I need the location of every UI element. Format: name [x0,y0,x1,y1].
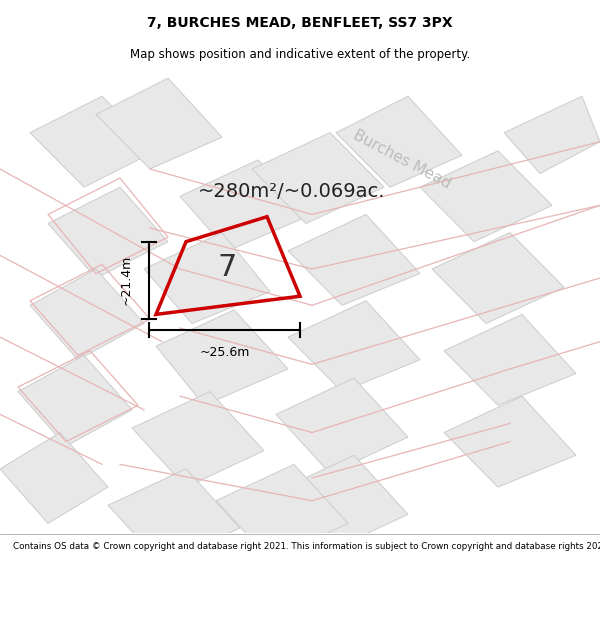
Polygon shape [132,392,264,487]
Polygon shape [180,160,312,251]
Polygon shape [0,432,108,523]
Text: 7: 7 [218,253,237,282]
Text: Contains OS data © Crown copyright and database right 2021. This information is : Contains OS data © Crown copyright and d… [13,542,600,551]
Polygon shape [444,396,576,487]
Text: ~25.6m: ~25.6m [199,346,250,359]
Polygon shape [276,455,408,551]
Polygon shape [288,214,420,305]
Text: Burches Mead: Burches Mead [350,128,454,192]
Polygon shape [252,132,384,224]
Polygon shape [336,96,462,187]
Polygon shape [156,310,288,405]
Text: ~21.4m: ~21.4m [119,255,133,306]
Polygon shape [162,78,582,296]
Polygon shape [276,378,408,473]
Polygon shape [30,269,144,360]
Polygon shape [48,187,168,278]
Polygon shape [432,232,564,324]
Text: Map shows position and indicative extent of the property.: Map shows position and indicative extent… [130,48,470,61]
Polygon shape [504,96,600,174]
Polygon shape [444,314,576,405]
Polygon shape [144,232,270,324]
Polygon shape [108,469,240,564]
Polygon shape [18,355,132,446]
Text: ~280m²/~0.069ac.: ~280m²/~0.069ac. [198,182,386,201]
Polygon shape [288,301,420,392]
Polygon shape [30,96,156,187]
Polygon shape [96,78,222,169]
Polygon shape [420,151,552,242]
Text: 7, BURCHES MEAD, BENFLEET, SS7 3PX: 7, BURCHES MEAD, BENFLEET, SS7 3PX [147,16,453,29]
Polygon shape [216,464,348,560]
